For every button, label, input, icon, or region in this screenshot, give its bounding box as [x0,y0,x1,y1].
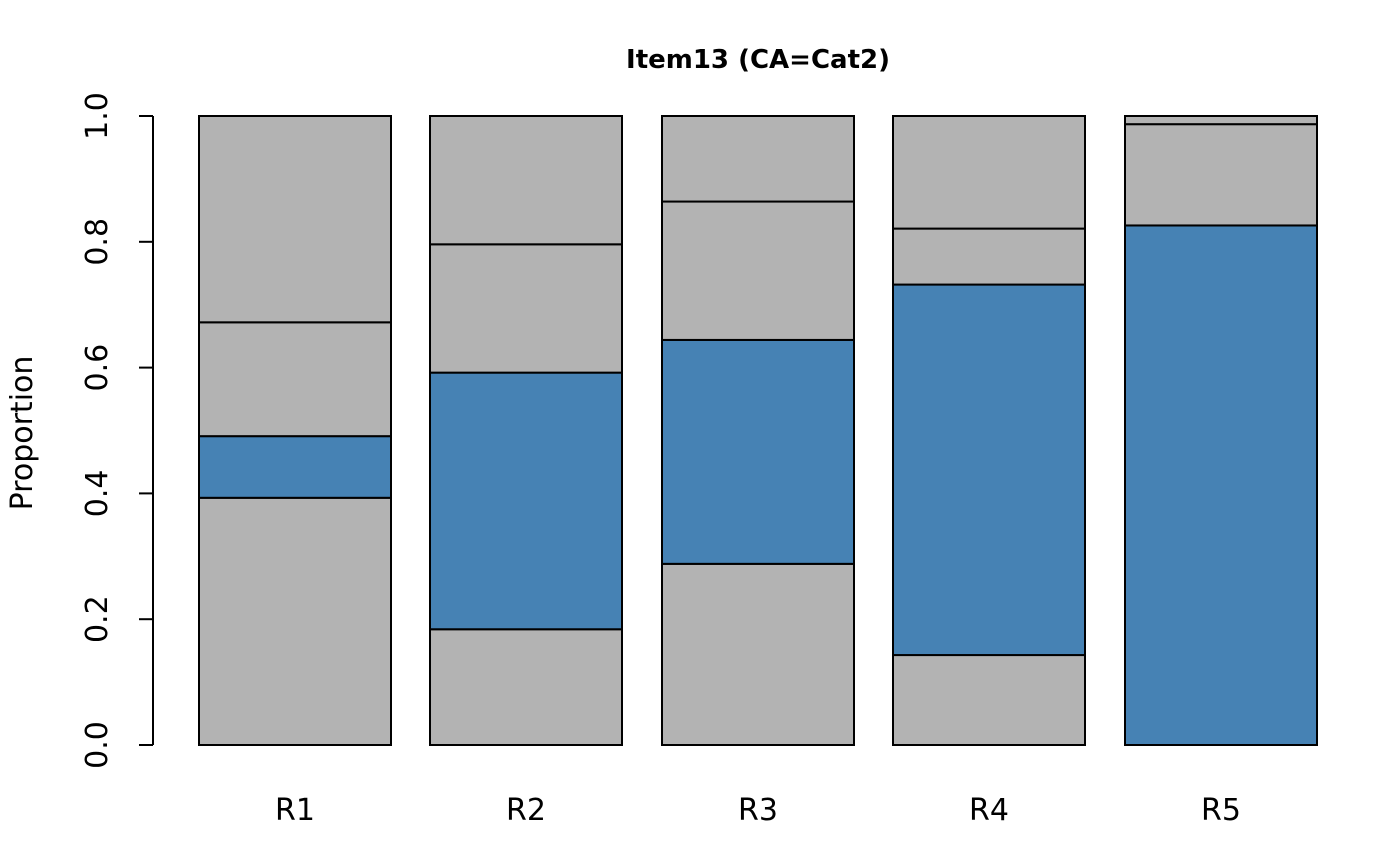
bar-segment [198,435,392,499]
y-axis-label: Proportion [5,356,40,511]
bar-segment [198,115,392,324]
x-category-label: R1 [275,793,315,828]
bar-segment [429,371,623,631]
bar-segment [892,227,1086,286]
bar-segment [892,115,1086,230]
y-tick-label: 0.2 [80,595,115,643]
y-tick-label: 1.0 [80,92,115,140]
x-category-label: R2 [506,793,546,828]
y-tick-label: 0.0 [80,721,115,769]
x-axis-labels: R1 R2 R3 R4 R5 [275,793,1241,828]
y-axis-ticks: 0.0 0.2 0.4 0.6 0.8 1.0 [80,92,153,769]
bar-segment [661,115,855,203]
y-tick-label: 0.4 [80,470,115,518]
bar-segment [661,200,855,341]
bar-segment [429,243,623,374]
bar-segment [429,115,623,246]
bar-segment [1124,115,1318,126]
bar-segment [661,562,855,747]
x-category-label: R4 [969,793,1009,828]
bar-segment [892,654,1086,746]
bars-group [198,115,1318,747]
bar-segment [892,283,1086,657]
chart-title: Item13 (CA=Cat2) [626,45,890,75]
bar-segment [198,321,392,438]
bar-segment [661,338,855,565]
y-tick-label: 0.6 [80,344,115,392]
bar-segment [1124,123,1318,227]
bar-segment [198,496,392,747]
bar-segment [1124,224,1318,747]
x-category-label: R3 [738,793,778,828]
bar-segment [429,628,623,746]
x-category-label: R5 [1201,793,1241,828]
y-tick-label: 0.8 [80,218,115,266]
